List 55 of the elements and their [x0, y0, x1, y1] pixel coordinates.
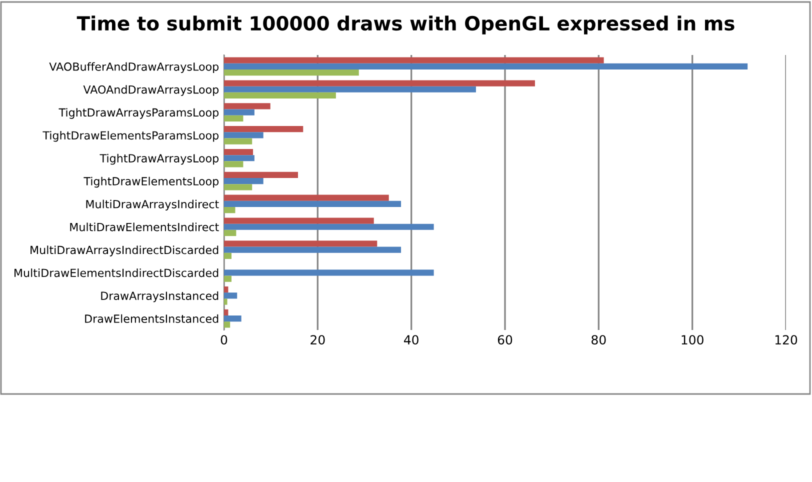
- bar: [224, 148, 254, 156]
- y-tick-label: VAOBufferAndDrawArraysLoop: [49, 62, 219, 73]
- bar: [224, 80, 535, 86]
- bar: [224, 252, 232, 259]
- bar: [224, 63, 748, 70]
- x-tick-label: 100: [682, 335, 704, 345]
- bar: [224, 200, 402, 208]
- x-tick-label: 0: [220, 335, 228, 345]
- x-tick-label: 120: [775, 335, 798, 345]
- y-tick-label: DrawElementsInstanced: [85, 314, 218, 323]
- y-tick-label: MultiDrawArraysIndirect: [86, 200, 219, 210]
- bar: [224, 57, 604, 64]
- x-tick-label: 80: [592, 335, 606, 345]
- bar: [224, 230, 236, 236]
- bar: [224, 184, 252, 190]
- bar: [224, 292, 238, 299]
- bar: [224, 172, 298, 178]
- bar: [224, 270, 434, 276]
- bar: [224, 92, 336, 99]
- y-tick-label: TightDrawElementsParamsLoop: [42, 130, 219, 142]
- bar: [224, 322, 230, 328]
- y-tick-label: TightDrawArraysParamsLoop: [58, 108, 219, 119]
- bar: [224, 218, 374, 224]
- bar: [224, 315, 242, 322]
- bar: [224, 132, 264, 138]
- bar: [224, 224, 434, 230]
- bar: [224, 309, 228, 316]
- bar: [224, 161, 244, 168]
- y-tick-label: DrawArraysInstanced: [101, 291, 218, 302]
- x-tick-label: 20: [310, 335, 325, 345]
- bar: [224, 86, 476, 92]
- bar: [224, 138, 252, 144]
- bar: [224, 286, 228, 293]
- bar: [224, 109, 254, 116]
- y-tick-label: MultiDrawElementsIndirect: [70, 222, 219, 232]
- y-tick-label: VAOAndDrawArraysLoop: [83, 85, 219, 96]
- bar: [224, 246, 402, 253]
- bar: [224, 240, 378, 247]
- y-tick-label: TightDrawElementsLoop: [84, 176, 219, 188]
- x-tick-label: 60: [498, 335, 512, 345]
- bar: [224, 276, 232, 282]
- bar: [224, 70, 359, 76]
- y-tick-label: MultiDrawElementsIndirectDiscarded: [14, 268, 218, 278]
- bar: [224, 126, 304, 132]
- x-tick-label: 40: [404, 335, 418, 345]
- chart-title: Time to submit 100000 draws with OpenGL expressed in ms: [76, 16, 734, 34]
- bar: [224, 298, 228, 305]
- bar: [224, 103, 270, 110]
- y-tick-label: TightDrawArraysLoop: [100, 154, 219, 165]
- bar: [224, 194, 389, 201]
- bar: [224, 115, 244, 122]
- y-tick-label: MultiDrawArraysIndirectDiscarded: [30, 246, 218, 256]
- bar: [224, 155, 254, 162]
- bar: [224, 178, 264, 184]
- bar: [224, 207, 236, 214]
